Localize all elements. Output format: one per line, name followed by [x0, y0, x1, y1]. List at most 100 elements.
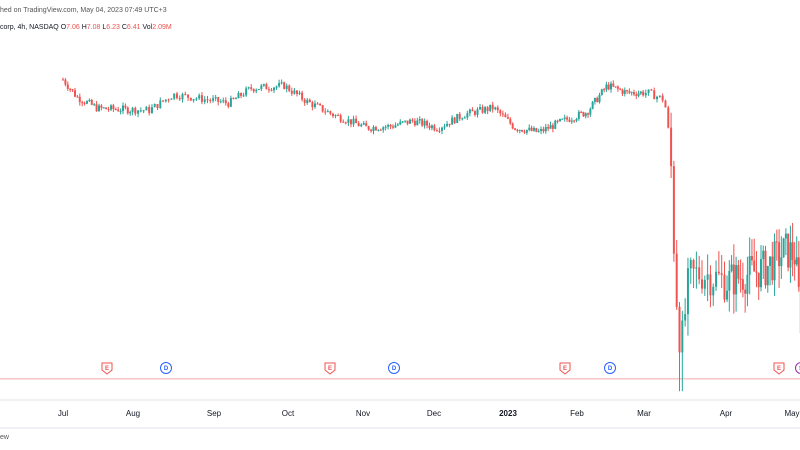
candle-body [170, 98, 173, 100]
candle-body [342, 121, 345, 123]
candle-body [313, 103, 316, 108]
candle-body [391, 126, 394, 128]
candle-body [331, 113, 334, 117]
candle-body [637, 93, 640, 96]
close-value: 6.41 [126, 24, 141, 31]
candle-body [692, 260, 695, 269]
candle-body [109, 105, 112, 110]
candle-body [491, 104, 494, 110]
candle-body [389, 124, 392, 127]
candle-body [735, 265, 738, 295]
candle-body [521, 129, 524, 132]
candle-body [222, 100, 225, 102]
candle-body [90, 99, 93, 105]
candle-body [367, 126, 370, 130]
candle-body [616, 86, 619, 89]
candle-body [267, 89, 270, 91]
candle-body [280, 82, 283, 84]
candle-body [658, 95, 661, 97]
candle-body [644, 92, 647, 96]
candle-body [181, 93, 184, 100]
split-marker [795, 362, 800, 374]
candle-body [632, 92, 635, 95]
candle-body [416, 120, 419, 126]
candle-body [105, 107, 108, 110]
candle-body [360, 124, 363, 127]
candle-body [532, 128, 535, 131]
candle-body [775, 241, 778, 243]
candle-body [771, 256, 774, 281]
candle-body [672, 166, 675, 254]
candle-body [159, 100, 162, 109]
x-tick-label: Mar [637, 409, 651, 418]
candle-body [748, 256, 751, 275]
candle-body [568, 119, 571, 122]
candle-body [703, 279, 706, 289]
candle-body [421, 119, 424, 126]
candle-body [409, 119, 412, 124]
candle-body [178, 98, 181, 100]
earnings-marker [559, 362, 571, 375]
candle-body [566, 117, 569, 120]
candle-body [717, 271, 720, 274]
candle-body [219, 101, 222, 103]
candle-body [544, 127, 547, 132]
candle-body [384, 126, 387, 128]
candle-body [619, 88, 622, 90]
candle-body [114, 109, 117, 111]
candle-body [518, 129, 521, 131]
candle-body [97, 105, 100, 112]
candle-body [587, 113, 590, 115]
candle-body [626, 90, 629, 92]
candle-body [709, 274, 712, 296]
candle-body [591, 101, 594, 109]
ohlc-legend: corp, 4h, NASDAQ O7.06 H7.08 L6.23 C6.41… [0, 24, 172, 31]
candle-body [372, 127, 375, 131]
candle-body [195, 98, 198, 100]
candle-body [678, 306, 681, 353]
candle-body [387, 124, 390, 127]
candle-body [642, 91, 645, 96]
candle-body [463, 117, 466, 119]
candle-body [252, 88, 255, 92]
candle-body [83, 102, 86, 104]
candle-body [329, 111, 332, 114]
candle-body [570, 120, 573, 122]
candle-body [162, 100, 165, 102]
dividend-marker-label: D [164, 366, 169, 372]
candle-body [577, 111, 580, 119]
candle-body [689, 260, 692, 269]
candle-body [273, 87, 276, 91]
earnings-marker [773, 362, 785, 375]
candle-body [184, 93, 187, 95]
candle-body [285, 85, 288, 89]
candle-body [234, 98, 237, 100]
candle-body [476, 109, 479, 115]
candle-body [496, 107, 499, 111]
candle-body [773, 241, 776, 281]
candle-body [153, 104, 156, 108]
candle-body [377, 129, 380, 131]
candle-body [558, 118, 561, 122]
candle-body [192, 99, 195, 101]
x-tick-label: Aug [126, 409, 140, 418]
candle-body [173, 93, 176, 99]
candle-body [290, 90, 293, 94]
candle-body [198, 95, 201, 99]
candle-body [573, 120, 576, 122]
candle-body [540, 128, 543, 132]
candle-body [723, 274, 726, 300]
candle-body [675, 253, 678, 307]
candle-body [784, 233, 787, 239]
candle-body [100, 105, 103, 108]
candle-body [283, 82, 286, 89]
earnings-marker [324, 362, 336, 375]
candle-body [227, 103, 230, 107]
close-label: C [121, 24, 127, 31]
candle-body [112, 105, 115, 110]
candle-body [600, 89, 603, 96]
candle-body [134, 107, 137, 114]
x-tick-label: Nov [356, 409, 370, 418]
